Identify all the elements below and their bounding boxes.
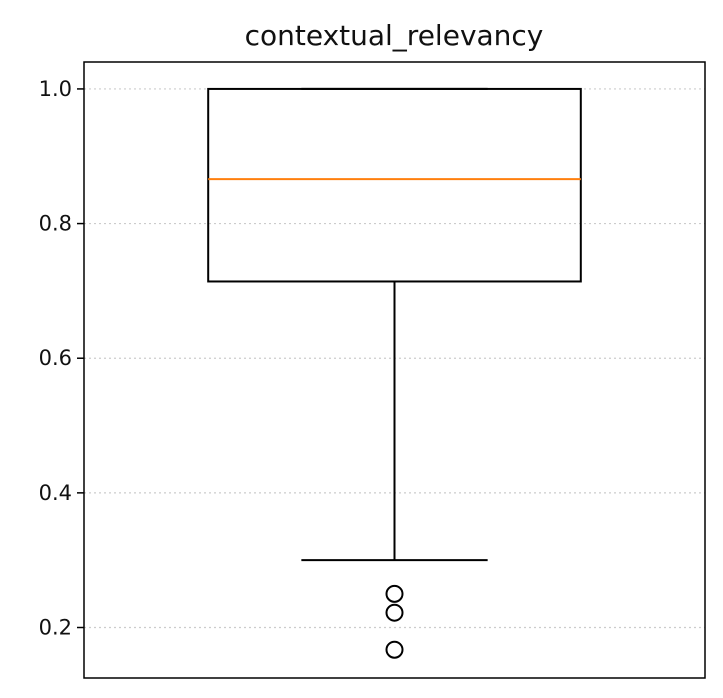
y-tick-label: 0.6 (39, 346, 72, 370)
y-tick-label: 0.4 (39, 481, 72, 505)
outlier-point (385, 603, 404, 622)
iqr-box (207, 87, 582, 283)
outlier-point (385, 584, 404, 603)
plot-frame (83, 61, 706, 679)
chart-title: contextual_relevancy (245, 19, 544, 52)
y-axis: 0.2 0.4 0.6 0.8 1.0 (39, 77, 84, 640)
box-series (207, 87, 582, 659)
y-tick-label: 0.2 (39, 616, 72, 640)
outlier-point (385, 640, 404, 659)
y-tick-label: 0.8 (39, 212, 72, 236)
y-tick-label: 1.0 (39, 77, 72, 101)
